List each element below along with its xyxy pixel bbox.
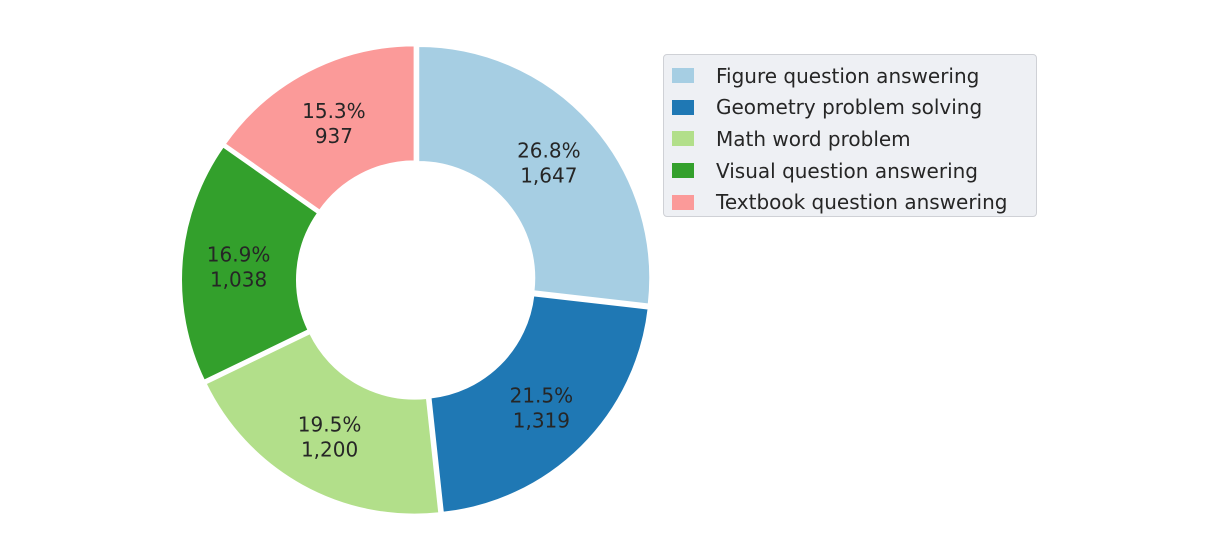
slice-geometry-problem-solving bbox=[429, 294, 650, 514]
legend-swatch bbox=[672, 68, 694, 84]
legend-swatch bbox=[672, 194, 694, 210]
slice-percent-label: 16.9% bbox=[207, 243, 271, 267]
legend-item-textbook-question-answering: Textbook question answering bbox=[672, 186, 1036, 218]
slice-labels: 26.8%1,647 21.5%1,319 19.5%1,200 16.9%1,038… bbox=[207, 99, 581, 462]
legend-label: Textbook question answering bbox=[716, 190, 1008, 215]
legend-label: Geometry problem solving bbox=[716, 95, 983, 120]
slice-value-label: 1,200 bbox=[301, 438, 358, 462]
legend-item-figure-question-answering: Figure question answering bbox=[672, 60, 1036, 92]
legend: Figure question answering Geometry proble… bbox=[663, 54, 1037, 217]
slice-visual-question-answering bbox=[180, 145, 320, 382]
slice-percent-label: 15.3% bbox=[302, 99, 366, 123]
slice-value-label: 937 bbox=[315, 124, 353, 148]
legend-item-visual-question-answering: Visual question answering bbox=[672, 155, 1036, 187]
legend-swatch bbox=[672, 99, 694, 115]
slice-percent-label: 21.5% bbox=[510, 383, 574, 407]
legend-label: Figure question answering bbox=[716, 63, 980, 88]
legend-label: Visual question answering bbox=[716, 158, 978, 183]
legend-item-geometry-problem-solving: Geometry problem solving bbox=[672, 92, 1036, 124]
slice-percent-label: 19.5% bbox=[298, 413, 362, 437]
slice-percent-label: 26.8% bbox=[517, 139, 581, 163]
slice-math-word-problem bbox=[204, 331, 441, 516]
slice-textbook-question-answering bbox=[223, 44, 416, 213]
legend-swatch bbox=[672, 163, 694, 179]
legend-swatch bbox=[672, 131, 694, 147]
legend-label: Math word problem bbox=[716, 126, 911, 151]
slice-value-label: 1,647 bbox=[520, 164, 577, 188]
slice-figure-question-answering bbox=[417, 45, 652, 306]
slice-value-label: 1,319 bbox=[513, 408, 570, 432]
slice-value-label: 1,038 bbox=[210, 268, 267, 292]
legend-item-math-word-problem: Math word problem bbox=[672, 123, 1036, 155]
donut-slices bbox=[180, 44, 652, 516]
